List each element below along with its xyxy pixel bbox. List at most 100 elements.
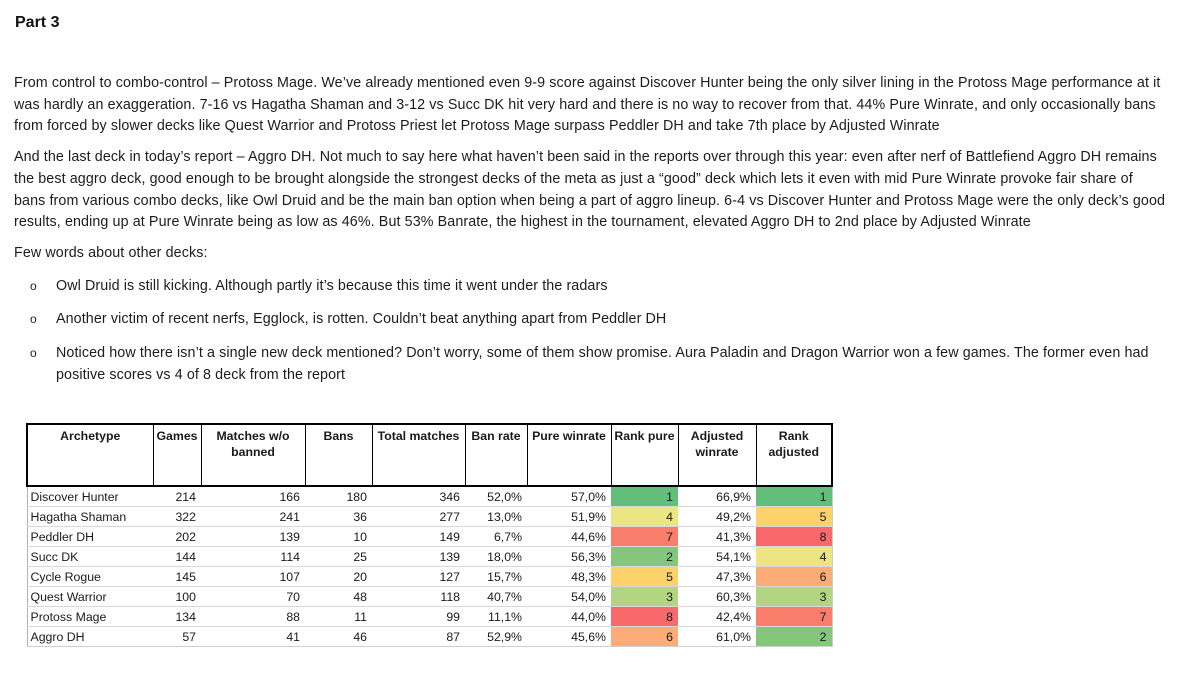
cell-bans: 46: [305, 626, 372, 647]
cell-pure-winrate: 54,0%: [527, 586, 611, 607]
cell-ban-rate: 11,1%: [465, 606, 527, 627]
cell-total-matches: 277: [372, 506, 465, 527]
column-header: Adjusted winrate: [677, 423, 757, 488]
bullet-text: Another victim of recent nerfs, Egglock,…: [56, 311, 667, 328]
table-row: Cycle Rogue 145 107 20 127 15,7% 48,3% 5 47,3% 6: [27, 566, 832, 587]
cell-adjusted-winrate: 41,3%: [678, 526, 756, 547]
cell-adjusted-winrate: 61,0%: [678, 626, 756, 647]
cell-bans: 11: [305, 606, 372, 627]
column-header: Games: [152, 423, 202, 488]
cell-games: 202: [153, 526, 201, 547]
cell-rank-adjusted: 1: [756, 486, 832, 507]
cell-adjusted-winrate: 60,3%: [678, 586, 756, 607]
cell-adjusted-winrate: 47,3%: [678, 566, 756, 587]
cell-archetype: Protoss Mage: [27, 606, 153, 627]
cell-adjusted-winrate: 66,9%: [716, 489, 751, 504]
cell-games: 57: [153, 626, 201, 647]
cell-ban-rate: 18,0%: [465, 546, 527, 567]
paragraph-protoss-mage: From control to combo-control – Protoss …: [14, 75, 1161, 135]
cell-pure-winrate: 56,3%: [527, 546, 611, 567]
cell-games: 134: [153, 606, 201, 627]
cell-rank-adjusted: 2: [756, 626, 832, 647]
cell-rank-pure: 7: [611, 526, 678, 547]
column-header: Total matches: [371, 423, 466, 488]
document-page: Part 3 From control to combo-control – P…: [14, 14, 1184, 647]
cell-games: 145: [153, 566, 201, 587]
cell-bans: 25: [305, 546, 372, 567]
cell-ban-rate: 40,7%: [465, 586, 527, 607]
column-header: Matches w/o banned: [200, 423, 306, 488]
cell-ban-rate: 52,9%: [465, 626, 527, 647]
cell-rank-pure: 8: [611, 606, 678, 627]
cell-rank-pure: 3: [611, 586, 678, 607]
column-header: Bans: [304, 423, 373, 488]
cell-adjusted-winrate: 54,1%: [678, 546, 756, 567]
cell-bans: 20: [305, 566, 372, 587]
cell-adjusted-winrate: 49,2%: [678, 506, 756, 527]
cell-bans: 10: [305, 526, 372, 547]
table-row: Succ DK 144 114 25 139 18,0% 56,3% 2 54,1% 4: [27, 546, 832, 567]
cell-bans: 36: [305, 506, 372, 527]
column-header: Ban rate: [464, 423, 528, 488]
cell-archetype: Cycle Rogue: [27, 566, 153, 587]
cell-games: 214: [175, 489, 196, 504]
cell-games: 144: [153, 546, 201, 567]
column-header: Pure winrate: [526, 423, 612, 488]
cell-matches-wo-banned: 139: [201, 526, 305, 547]
cell-total-matches: 87: [372, 626, 465, 647]
cell-matches-wo-banned: 114: [201, 546, 305, 567]
table-row: Discover Hunter 214 166 180 346 52,0% 57,0% 1 66…: [27, 486, 832, 507]
table-row: Peddler DH 202 139 10 149 6,7% 44,6% 7 41,3% 8: [27, 526, 832, 547]
cell-rank-adjusted: 8: [756, 526, 832, 547]
table-row: Quest Warrior 100 70 48 118 40,7% 54,0% 3 60,3% 3: [27, 586, 832, 607]
bullet-marker: o: [30, 346, 37, 361]
table-row: Aggro DH 57 41 46 87 52,9% 45,6% 6 61,0% 2: [27, 626, 832, 647]
cell-matches-wo-banned: 241: [201, 506, 305, 527]
bullet-item-new-decks: o Noticed how there isn’t a single new d…: [14, 343, 1184, 386]
cell-archetype: Hagatha Shaman: [27, 506, 153, 527]
bullet-marker: o: [30, 312, 37, 327]
paragraph-aggro-dh: And the last deck in today’s report – Ag…: [14, 149, 1166, 231]
cell-total-matches: 149: [372, 526, 465, 547]
cell-games: 322: [153, 506, 201, 527]
cell-ban-rate: 15,7%: [465, 566, 527, 587]
table-body: Discover Hunter 214 166 180 346 52,0% 57,0% 1 66…: [27, 486, 832, 647]
cell-archetype: Succ DK: [27, 546, 153, 567]
cell-pure-winrate: 45,6%: [527, 626, 611, 647]
bullet-marker: o: [30, 278, 37, 293]
cell-archetype: Aggro DH: [27, 626, 153, 647]
bullet-item-egglock: o Another victim of recent nerfs, Eggloc…: [14, 309, 1184, 331]
cell-ban-rate: 6,7%: [465, 526, 527, 547]
cell-ban-rate: 52,0%: [487, 489, 522, 504]
cell-archetype: Peddler DH: [27, 526, 153, 547]
stats-table: Archetype Games Matches w/o banned Bans Tota…: [26, 423, 833, 647]
cell-matches-wo-banned: 107: [201, 566, 305, 587]
cell-rank-pure: 2: [611, 546, 678, 567]
cell-pure-winrate: 48,3%: [527, 566, 611, 587]
table-row: Protoss Mage 134 88 11 99 11,1% 44,0% 8 42,4% 7: [27, 606, 832, 627]
cell-total-matches: 346: [439, 489, 460, 504]
column-header: Rank adjusted: [755, 423, 833, 488]
cell-ban-rate: 13,0%: [465, 506, 527, 527]
page-title: Part 3: [15, 14, 60, 31]
cell-rank-adjusted: 3: [756, 586, 832, 607]
cell-rank-adjusted: 6: [756, 566, 832, 587]
cell-rank-adjusted: 7: [756, 606, 832, 627]
cell-matches-wo-banned: 166: [279, 489, 300, 504]
cell-games: 100: [153, 586, 201, 607]
cell-total-matches: 118: [372, 586, 465, 607]
cell-rank-pure: 6: [611, 626, 678, 647]
cell-pure-winrate: 51,9%: [527, 506, 611, 527]
table-row: Hagatha Shaman 322 241 36 277 13,0% 51,9% 4 49,2…: [27, 506, 832, 527]
cell-matches-wo-banned: 41: [201, 626, 305, 647]
cell-matches-wo-banned: 88: [201, 606, 305, 627]
bullet-text: Noticed how there isn’t a single new dec…: [56, 345, 1149, 383]
table-header-row: Archetype Games Matches w/o banned Bans Tota…: [26, 423, 833, 488]
bullet-item-owl-druid: o Owl Druid is still kicking. Although p…: [14, 276, 1184, 298]
cell-total-matches: 127: [372, 566, 465, 587]
bullet-text: Owl Druid is still kicking. Although par…: [56, 277, 608, 294]
cell-rank-pure: 5: [611, 566, 678, 587]
cell-total-matches: 99: [372, 606, 465, 627]
cell-pure-winrate: 44,0%: [527, 606, 611, 627]
few-words-label: Few words about other decks:: [14, 244, 208, 261]
